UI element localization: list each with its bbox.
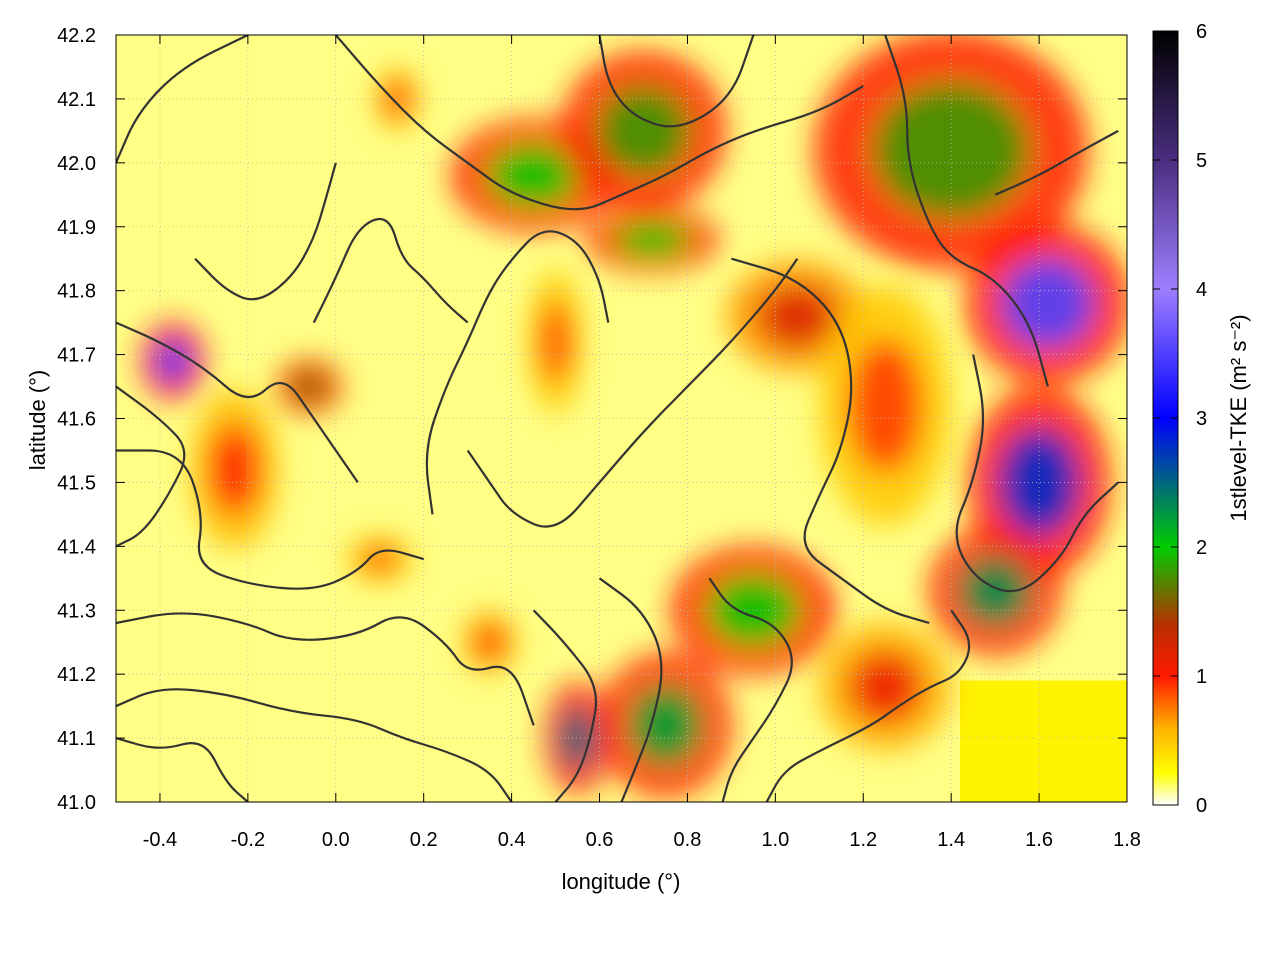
contour-line-8 xyxy=(334,35,864,211)
hotspot-core-19 xyxy=(361,545,399,573)
y-tick-label-10: 42.0 xyxy=(57,153,96,175)
hotspot-core-7 xyxy=(615,221,690,258)
contour-lines xyxy=(116,35,1119,802)
plot-area xyxy=(115,34,1128,803)
contour-line-0 xyxy=(116,35,249,164)
contour-line-18 xyxy=(312,217,469,324)
hotspot-core-14 xyxy=(707,574,800,647)
x-tick-label-9: 1.4 xyxy=(937,829,965,851)
x-tick-label-7: 1.0 xyxy=(761,829,789,851)
y-tick-label-2: 41.2 xyxy=(57,664,96,686)
x-axis: -0.4 -0.2 0.0 0.2 0.4 0.6 0.8 1.0 1.2 1.4 1.6 1.8 xyxy=(143,35,1141,851)
contour-line-11 xyxy=(708,577,793,802)
contour-line-14 xyxy=(884,35,1049,387)
contour-line-6 xyxy=(425,230,610,515)
contour-line-17 xyxy=(994,129,1119,196)
y-axis-label: latitude (°) xyxy=(25,370,50,471)
y-tick-label-6: 41.6 xyxy=(57,409,96,431)
contour-line-13 xyxy=(532,609,598,802)
contour-line-7 xyxy=(466,258,799,528)
y-tick-label-7: 41.7 xyxy=(57,345,96,367)
x-tick-label-1: -0.2 xyxy=(231,829,265,851)
y-tick-label-1: 41.1 xyxy=(57,728,96,750)
x-tick-label-11: 1.8 xyxy=(1113,829,1141,851)
colorbar-tick-label-1: 1 xyxy=(1196,666,1207,688)
hotspot-core-15 xyxy=(628,685,703,766)
hotspot-core-1 xyxy=(210,424,260,515)
contour-line-9 xyxy=(598,35,755,128)
x-axis-label: longitude (°) xyxy=(562,869,681,894)
y-tick-label-11: 42.1 xyxy=(57,89,96,111)
x-tick-label-4: 0.4 xyxy=(498,829,526,851)
grid-lines xyxy=(116,35,1127,802)
hotspot-core-8 xyxy=(757,284,838,348)
colorbar-tick-label-4: 4 xyxy=(1196,279,1207,301)
y-tick-label-4: 41.4 xyxy=(57,536,96,558)
x-tick-label-8: 1.2 xyxy=(849,829,877,851)
y-tick-label-5: 41.5 xyxy=(57,472,96,494)
contour-line-10 xyxy=(731,257,930,625)
contour-line-16 xyxy=(765,609,971,802)
y-tick-label-12: 42.2 xyxy=(57,25,96,47)
colorbar-label: 1stlevel-TKE (m² s⁻²) xyxy=(1226,314,1251,521)
contour-line-12 xyxy=(598,577,663,802)
hotspot-core-2 xyxy=(290,370,328,403)
y-tick-label-3: 41.3 xyxy=(57,600,96,622)
x-tick-label-3: 0.2 xyxy=(410,829,438,851)
y-tick-label-9: 41.9 xyxy=(57,217,96,239)
colorbar-tick-label-0: 0 xyxy=(1196,795,1207,817)
contour-line-5 xyxy=(116,737,249,802)
hotspot-core-12 xyxy=(999,428,1080,537)
colorbar-tick-label-3: 3 xyxy=(1196,408,1207,430)
hotspot-core-18 xyxy=(474,624,506,661)
x-tick-label-6: 0.8 xyxy=(674,829,702,851)
hotspot-core-4 xyxy=(540,301,571,383)
colorbar-tick-label-2: 2 xyxy=(1196,537,1207,559)
contour-line-19 xyxy=(194,162,337,301)
hotspot-core-16 xyxy=(559,706,597,770)
hotspot-core-0 xyxy=(154,338,192,384)
hotspot-core-17 xyxy=(848,651,923,723)
hotspot-core-11 xyxy=(1001,258,1095,349)
hotspot-core-9 xyxy=(848,338,923,473)
y-tick-label-8: 41.8 xyxy=(57,281,96,303)
contour-line-2 xyxy=(116,449,425,590)
heatmap-hotspots xyxy=(140,35,1127,798)
hotspot-core-3 xyxy=(385,81,410,117)
contour-line-15 xyxy=(955,354,1119,593)
heatmap-layer xyxy=(116,35,1127,802)
contour-line-20 xyxy=(116,385,186,548)
x-tick-label-0: -0.4 xyxy=(143,829,177,851)
hotspot-core-13 xyxy=(958,555,1033,627)
y-axis: 41.0 41.1 41.2 41.3 41.4 41.5 41.6 41.7 41.8 41.9… xyxy=(57,25,1127,814)
colorbar: 0 1 2 3 4 5 6 1stlevel-TKE (m² s⁻²) xyxy=(1152,21,1251,817)
contour-line-4 xyxy=(116,688,513,802)
contour-line-3 xyxy=(116,612,535,726)
colorbar-ticks: 0 1 2 3 4 5 6 xyxy=(1153,21,1207,817)
hotspot-core-10 xyxy=(874,82,1029,218)
colorbar-tick-label-5: 5 xyxy=(1196,150,1207,172)
x-tick-label-5: 0.6 xyxy=(586,829,614,851)
x-tick-label-10: 1.6 xyxy=(1025,829,1053,851)
hotspot-core-6 xyxy=(597,86,690,176)
contour-line-1 xyxy=(116,321,359,484)
y-tick-label-0: 41.0 xyxy=(57,792,96,814)
heatmap-sea-region xyxy=(959,680,1127,802)
colorbar-tick-label-6: 6 xyxy=(1196,21,1207,43)
x-tick-label-2: 0.0 xyxy=(322,829,350,851)
